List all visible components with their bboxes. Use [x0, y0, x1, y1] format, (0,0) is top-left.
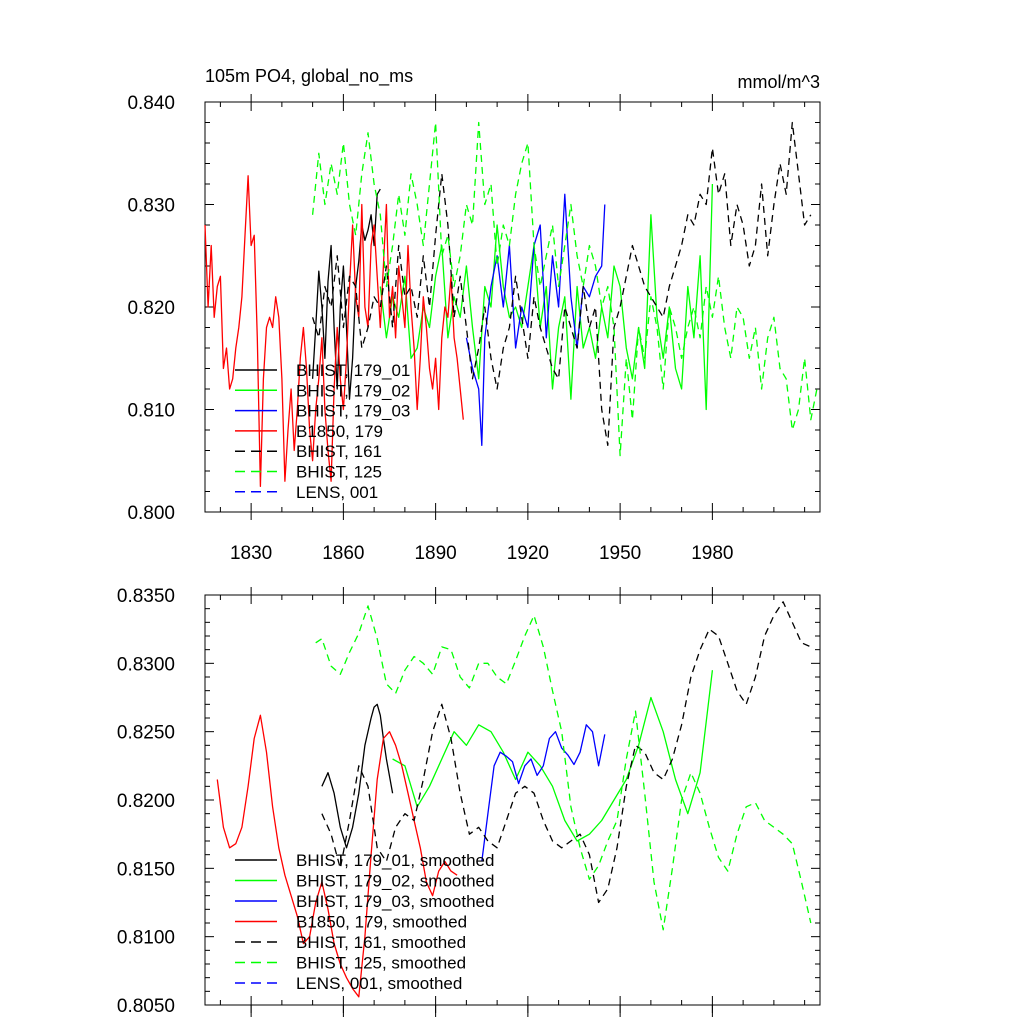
- series-line-b1850-179: [204, 175, 464, 488]
- series-line-bhist-125: [311, 121, 818, 457]
- top-panel-series: [204, 121, 818, 488]
- legend-label-bhist-179-03: BHIST, 179_03: [296, 402, 410, 421]
- series-line-bhist-179-02: [379, 183, 714, 411]
- series-line-b1850-179-smoothed: [216, 714, 458, 998]
- y-tick-label: 0.8100: [117, 928, 175, 949]
- top-panel-axes: 1830 1860 1890 1920 1950 1980 0.800 0.810 0.820 0…: [127, 93, 820, 564]
- series-line-bhist-161-smoothed: [321, 601, 812, 904]
- legend-label-lens-001: LENS, 001: [296, 483, 378, 502]
- y-tick-label: 0.840: [127, 93, 175, 114]
- legend-label-bhist-179-01: BHIST, 179_01: [296, 361, 410, 380]
- legend-label-bhist-161: BHIST, 161: [296, 442, 382, 461]
- y-tick-label: 0.8200: [117, 791, 175, 812]
- series-line-bhist-179-01: [311, 188, 381, 400]
- series-line-bhist-179-03-smoothed: [481, 724, 606, 862]
- x-tick-label: 1950: [599, 543, 641, 564]
- legend-label-bhist-161-smoothed: BHIST, 161, smoothed: [296, 933, 466, 952]
- legend-label-bhist-179-02: BHIST, 179_02: [296, 381, 410, 400]
- top-panel-title: 105m PO4, global_no_ms: [205, 66, 413, 87]
- x-tick-label: 1890: [414, 543, 456, 564]
- series-line-bhist-179-01-smoothed: [321, 703, 394, 849]
- y-tick-label: 0.820: [127, 298, 175, 319]
- top-panel: 105m PO4, global_no_ms mmol/m^3 1830 1860…: [127, 66, 821, 564]
- y-tick-label: 0.810: [127, 401, 175, 422]
- top-panel-units: mmol/m^3: [738, 72, 820, 92]
- y-tick-label: 0.8250: [117, 723, 175, 744]
- legend-label-lens-001-smoothed: LENS, 001, smoothed: [296, 974, 462, 993]
- legend-label-bhist-125: BHIST, 125: [296, 463, 382, 482]
- bottom-panel-series: [216, 601, 812, 998]
- y-tick-label: 0.8050: [117, 996, 175, 1017]
- legend-label-bhist-125-smoothed: BHIST, 125, smoothed: [296, 954, 466, 973]
- bottom-panel: 0.8050 0.8100 0.8150 0.8200 0.8250 0.8300 0.83…: [117, 586, 821, 1017]
- x-tick-label: 1920: [507, 543, 549, 564]
- x-tick-label: 1980: [691, 543, 733, 564]
- series-line-bhist-179-02-smoothed: [392, 670, 714, 842]
- x-tick-label: 1860: [322, 543, 364, 564]
- y-tick-label: 0.8150: [117, 859, 175, 880]
- legend-label-b1850-179: B1850, 179: [296, 422, 383, 441]
- y-tick-label: 0.830: [127, 196, 175, 217]
- legend-label-bhist-179-03-smoothed: BHIST, 179_03, smoothed: [296, 892, 494, 911]
- series-line-bhist-161: [311, 121, 812, 447]
- y-tick-label: 0.8300: [117, 654, 175, 675]
- bottom-panel-axes: 0.8050 0.8100 0.8150 0.8200 0.8250 0.8300 0.83…: [117, 586, 820, 1017]
- y-tick-label: 0.8350: [117, 586, 175, 607]
- x-tick-label: 1830: [230, 543, 272, 564]
- bottom-panel-legend: BHIST, 179_01, smoothed BHIST, 179_02, sm…: [235, 851, 494, 993]
- legend-label-b1850-179-smoothed: B1850, 179, smoothed: [296, 913, 467, 932]
- series-line-bhist-179-03: [465, 193, 606, 447]
- legend-label-bhist-179-02-smoothed: BHIST, 179_02, smoothed: [296, 872, 494, 891]
- legend-label-bhist-179-01-smoothed: BHIST, 179_01, smoothed: [296, 851, 494, 870]
- y-tick-label: 0.800: [127, 503, 175, 524]
- series-line-bhist-125-smoothed: [315, 605, 812, 931]
